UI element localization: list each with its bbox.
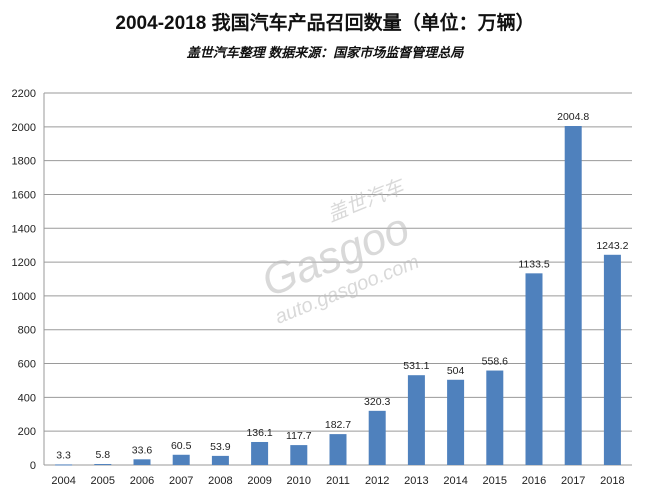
data-label: 5.8: [95, 449, 110, 461]
y-tick-label: 1600: [12, 189, 36, 201]
x-tick-label: 2012: [365, 475, 389, 487]
y-tick-label: 400: [18, 392, 36, 404]
chart-subtitle: 盖世汽车整理 数据来源：国家市场监督管理总局: [186, 45, 464, 60]
data-label: 2004.8: [557, 111, 589, 123]
y-tick-label: 2200: [12, 88, 36, 100]
data-label: 60.5: [171, 440, 192, 452]
bar-2017: [564, 126, 582, 466]
y-tick-label: 0: [30, 460, 36, 472]
y-tick-label: 1400: [12, 223, 36, 235]
data-label: 3.3: [56, 449, 71, 461]
x-tick-label: 2011: [326, 475, 350, 487]
data-label: 1243.2: [596, 240, 628, 252]
bar-2007: [172, 454, 190, 465]
y-tick-label: 200: [18, 426, 36, 438]
x-tick-label: 2018: [600, 475, 624, 487]
y-tick-label: 1800: [12, 156, 36, 168]
bar-2009: [251, 441, 269, 465]
x-tick-label: 2007: [169, 475, 193, 487]
x-tick-label: 2017: [561, 475, 585, 487]
x-tick-label: 2015: [483, 475, 507, 487]
x-tick-label: 2008: [208, 475, 232, 487]
bar-2018: [603, 254, 621, 465]
chart-title: 2004-2018 我国汽车产品召回数量（单位：万辆）: [115, 13, 535, 34]
data-label: 33.6: [132, 444, 153, 456]
data-label: 320.3: [364, 396, 390, 408]
y-tick-label: 800: [18, 325, 36, 337]
y-tick-label: 1200: [12, 257, 36, 269]
bar-2005: [94, 464, 112, 466]
bar-2015: [486, 370, 504, 465]
x-tick-label: 2010: [287, 475, 311, 487]
data-label: 182.7: [325, 419, 351, 431]
y-tick-label: 2000: [12, 122, 36, 134]
y-tick-label: 1000: [12, 291, 36, 303]
bar-2012: [368, 410, 386, 465]
y-tick-label: 600: [18, 359, 36, 371]
bar-2016: [525, 273, 543, 465]
bar-2006: [133, 459, 151, 465]
data-label: 531.1: [403, 360, 429, 372]
x-tick-label: 2006: [130, 475, 154, 487]
data-label: 558.6: [482, 356, 508, 368]
bar-2004: [55, 464, 73, 466]
x-tick-label: 2016: [522, 475, 546, 487]
bar-2010: [290, 445, 308, 465]
x-tick-label: 2004: [51, 475, 75, 487]
bar-2013: [407, 375, 425, 465]
bar-2008: [211, 455, 229, 465]
bar-2014: [447, 379, 465, 465]
data-label: 504: [447, 365, 465, 377]
data-label: 136.1: [246, 427, 272, 439]
data-label: 1133.5: [518, 258, 549, 270]
bar-2011: [329, 434, 347, 465]
x-tick-label: 2009: [247, 475, 271, 487]
x-tick-label: 2014: [443, 475, 467, 487]
data-label: 53.9: [210, 441, 231, 453]
data-label: 117.7: [286, 430, 312, 442]
x-tick-label: 2005: [91, 475, 115, 487]
x-tick-label: 2013: [404, 475, 428, 487]
